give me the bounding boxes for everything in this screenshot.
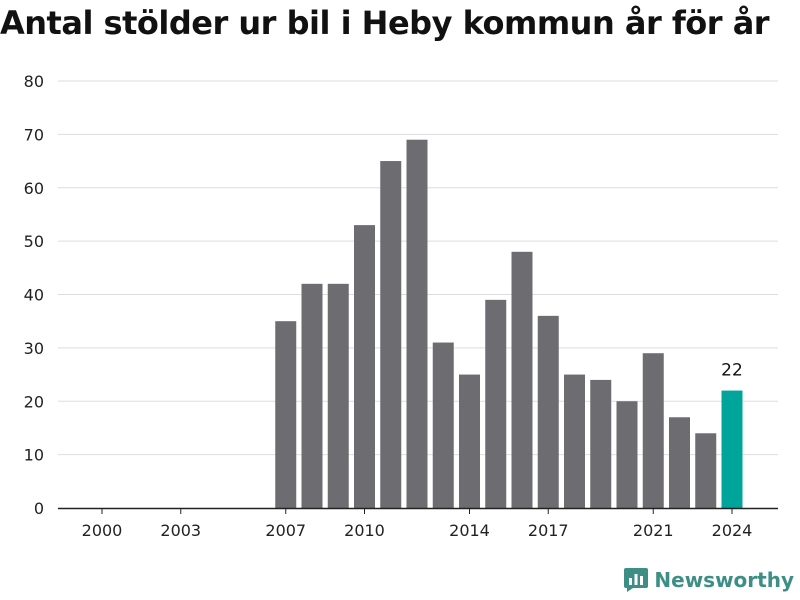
bar-2008 [301, 283, 323, 508]
page-title: Antal stölder ur bil i Heby kommun år fö… [0, 4, 770, 42]
y-axis-ticks: 0 10 20 30 40 50 60 70 80 [24, 72, 44, 518]
y-tick-label-50: 50 [24, 232, 44, 251]
y-tick-label-80: 80 [24, 72, 44, 91]
bar-2021 [642, 353, 664, 508]
bar-2010 [354, 225, 375, 509]
x-tick-label-2024: 2024 [712, 521, 753, 540]
bar-2018 [564, 374, 585, 508]
newsworthy-brand: Newsworthy [624, 568, 794, 592]
x-tick-label-2017: 2017 [528, 521, 569, 540]
bar-2020 [616, 401, 638, 508]
y-tick-label-20: 20 [24, 392, 44, 411]
bar-2016 [511, 251, 533, 509]
brand-name: Newsworthy [654, 568, 794, 592]
x-tick-label-2014: 2014 [449, 521, 490, 540]
value-label-2024: 22 [721, 361, 743, 381]
x-tick-label-2000: 2000 [82, 521, 123, 540]
x-tick-label-2007: 2007 [265, 521, 306, 540]
value-labels: 22 [721, 361, 743, 381]
bar-2015 [485, 299, 507, 508]
x-tick-label-2010: 2010 [344, 521, 385, 540]
bar-2007 [275, 321, 297, 508]
y-tick-label-10: 10 [24, 446, 44, 465]
bar-2019 [590, 379, 612, 508]
y-tick-label-30: 30 [24, 339, 44, 358]
bar-2014 [459, 374, 480, 508]
bar-2013 [432, 342, 454, 508]
bar-2024 [721, 390, 743, 508]
bar-2011 [380, 161, 402, 508]
y-tick-label-0: 0 [34, 499, 44, 518]
x-axis-ticks: 2000 2003 2007 2010 2014 2017 2021 2024 [82, 508, 753, 540]
x-tick-label-2021: 2021 [633, 521, 674, 540]
y-tick-label-70: 70 [24, 125, 44, 144]
bar-2023 [695, 433, 717, 508]
bar-2012 [406, 139, 428, 508]
bar-2009 [327, 283, 349, 508]
y-tick-label-40: 40 [24, 286, 44, 305]
bar-2022 [669, 417, 690, 508]
x-tick-label-2003: 2003 [160, 521, 201, 540]
bar-2017 [537, 315, 559, 508]
bars [275, 139, 743, 509]
y-tick-label-60: 60 [24, 179, 44, 198]
bar-chart-logo-icon [624, 568, 649, 592]
